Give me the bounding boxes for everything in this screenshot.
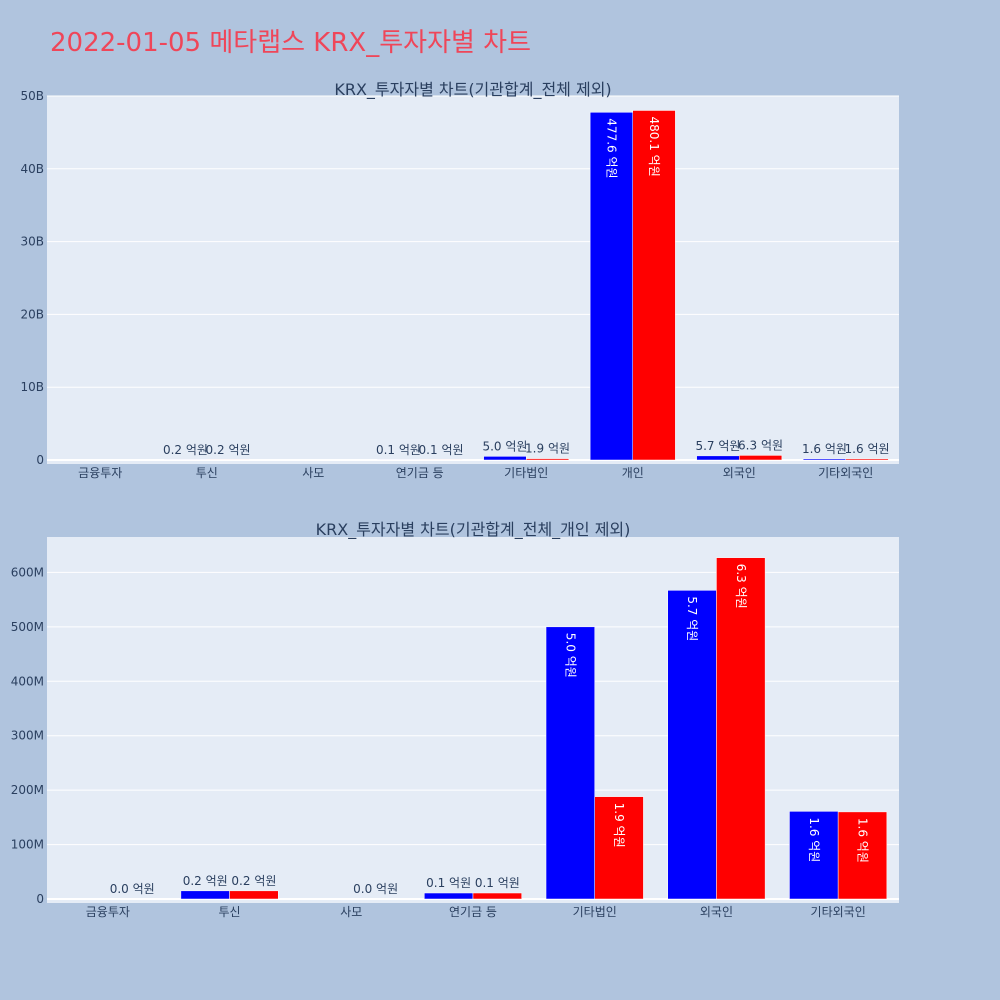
chart1-y-tick-label: 300M [11, 729, 44, 743]
chart1-bar-s0-4 [545, 626, 595, 900]
chart0-data-label: 1.9 억원 [525, 442, 570, 456]
chart1-category-label: 기타법인 [573, 905, 617, 919]
chart1-data-label: 0.0 억원 [353, 882, 398, 896]
chart0-y-tick-label: 30B [20, 235, 44, 249]
chart1-bar-s1-1 [229, 890, 279, 900]
chart0-plot-area [47, 96, 899, 464]
chart0-category-label: 금융투자 [78, 466, 122, 480]
chart1-y-tick-label: 600M [11, 565, 44, 579]
chart1-bar-s1-6 [837, 811, 888, 900]
chart1-data-label: 1.6 억원 [807, 817, 821, 862]
chart1-y-tick-label: 200M [11, 783, 44, 797]
chart0-y-tick-label: 0 [36, 453, 44, 467]
chart0-category-label: 외국인 [723, 466, 756, 480]
chart1-data-label: 1.9 억원 [612, 803, 626, 848]
chart1-y-tick-label: 500M [11, 620, 44, 634]
chart1-data-label: 5.7 억원 [685, 596, 699, 641]
chart1-category-label: 기타외국인 [811, 905, 866, 919]
chart1-category-label: 금융투자 [86, 905, 130, 919]
chart1-data-label: 6.3 억원 [734, 564, 748, 609]
chart0-data-label: 1.6 억원 [802, 442, 847, 456]
chart1-data-label: 1.6 억원 [855, 818, 869, 863]
chart0-bar-s1-5 [632, 110, 676, 461]
chart0-category-label: 투신 [196, 466, 218, 480]
chart1-title: KRX_투자자별 차트(기관합계_전체_개인 제외) [316, 520, 631, 540]
chart1-data-label: 0.1 억원 [475, 876, 520, 890]
page-title: 2022-01-05 메타랩스 KRX_투자자별 차트 [50, 28, 532, 58]
chart1-bar-s0-5 [667, 590, 717, 900]
chart1-bar-s1-3 [472, 892, 522, 900]
chart0-data-label: 5.0 억원 [482, 439, 527, 453]
chart0-category-label: 사모 [302, 466, 324, 480]
chart0-y-tick-label: 10B [20, 380, 44, 394]
chart0-y-tick-label: 20B [20, 307, 44, 321]
chart1-y-tick-label: 100M [11, 838, 44, 852]
chart0-data-label: 0.2 억원 [206, 443, 251, 457]
chart0-data-label: 0.1 억원 [419, 443, 464, 457]
chart0-data-label: 6.3 억원 [738, 438, 783, 452]
chart0-bar-s0-4 [483, 456, 527, 461]
chart1-data-label: 5.0 억원 [563, 633, 577, 678]
chart0-bar-s0-7 [802, 458, 847, 461]
chart1-y-tick-label: 0 [36, 892, 44, 906]
chart1-y-tick-label: 400M [11, 674, 44, 688]
chart0-bar-s1-6 [739, 455, 783, 461]
chart1-bar-s1-5 [716, 557, 766, 900]
chart0-bar-s1-4 [526, 458, 570, 461]
chart1-category-label: 연기금 등 [449, 905, 497, 919]
chart0-category-label: 기타법인 [504, 466, 548, 480]
chart0-data-label: 0.1 억원 [376, 443, 421, 457]
chart1-bar-s1-4 [594, 796, 644, 900]
chart1-data-label: 0.1 억원 [426, 876, 471, 890]
chart0-data-label: 480.1 억원 [647, 116, 661, 176]
chart0-title: KRX_투자자별 차트(기관합계_전체 제외) [334, 80, 611, 100]
chart1-category-label: 투신 [219, 905, 241, 919]
chart0-category-label: 개인 [622, 466, 644, 480]
chart1-data-label: 0.0 억원 [110, 882, 155, 896]
chart0-y-tick-label: 40B [20, 162, 44, 176]
chart0-data-label: 0.2 억원 [163, 443, 208, 457]
chart0-data-label: 5.7 억원 [695, 439, 740, 453]
chart1-bar-s0-3 [424, 892, 474, 900]
chart1-plot-area [47, 537, 899, 903]
chart0-y-tick-label: 50B [20, 89, 44, 103]
chart1-data-label: 0.2 억원 [183, 874, 228, 888]
chart0-bar-s1-7 [845, 458, 889, 461]
chart1-data-label: 0.2 억원 [231, 874, 276, 888]
chart0-bar-s0-6 [696, 455, 740, 461]
chart1-bar-s0-1 [180, 890, 230, 900]
chart1-category-label: 사모 [340, 905, 362, 919]
chart0-category-label: 기타외국인 [818, 466, 873, 480]
chart1-category-label: 외국인 [700, 905, 733, 919]
chart0-category-label: 연기금 등 [396, 466, 444, 480]
chart0-data-label: 1.6 억원 [845, 442, 890, 456]
chart1-bar-s0-6 [789, 811, 839, 900]
chart0-data-label: 477.6 억원 [604, 118, 618, 178]
